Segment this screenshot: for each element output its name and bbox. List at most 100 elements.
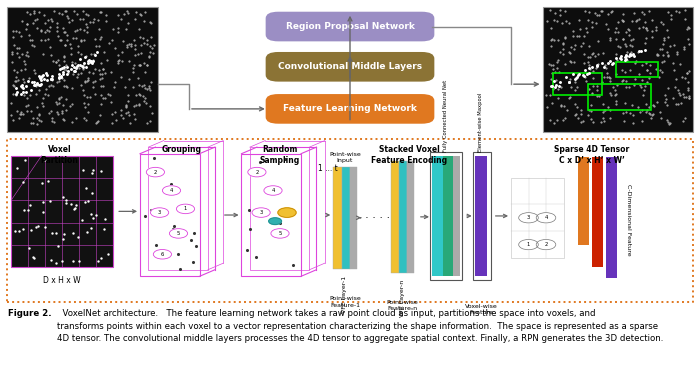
Point bbox=[662, 34, 673, 40]
Point bbox=[46, 257, 57, 263]
Point bbox=[591, 20, 602, 26]
Point bbox=[96, 71, 107, 76]
Point bbox=[123, 76, 134, 82]
Point bbox=[559, 116, 570, 122]
Point bbox=[545, 43, 557, 49]
Point bbox=[32, 25, 43, 31]
Point bbox=[16, 33, 27, 38]
Point bbox=[592, 93, 603, 99]
Point bbox=[664, 121, 675, 127]
Point bbox=[77, 64, 88, 70]
Point bbox=[612, 29, 624, 35]
Circle shape bbox=[248, 167, 266, 177]
Point bbox=[29, 8, 40, 14]
Point bbox=[78, 92, 90, 98]
Point bbox=[599, 75, 610, 81]
Point bbox=[80, 54, 91, 60]
Point bbox=[561, 107, 573, 113]
Point bbox=[76, 37, 87, 42]
Point bbox=[662, 85, 673, 91]
Point bbox=[58, 231, 69, 237]
Text: Point-wise
Feature-1: Point-wise Feature-1 bbox=[329, 296, 360, 308]
Point bbox=[57, 102, 69, 108]
Point bbox=[560, 35, 571, 41]
Point bbox=[17, 84, 28, 90]
Point bbox=[543, 61, 554, 67]
Point bbox=[139, 60, 150, 66]
Point bbox=[553, 83, 564, 89]
Point bbox=[20, 83, 32, 89]
Point bbox=[65, 45, 76, 51]
Point bbox=[123, 58, 134, 64]
Bar bbox=[391, 161, 399, 273]
Point bbox=[627, 51, 638, 57]
Point bbox=[144, 43, 155, 49]
Point bbox=[654, 74, 665, 80]
Point bbox=[646, 17, 657, 23]
Point bbox=[643, 75, 655, 81]
Point bbox=[676, 100, 687, 106]
Point bbox=[557, 46, 568, 52]
Point bbox=[11, 69, 22, 75]
Point bbox=[83, 75, 94, 81]
Bar bbox=[473, 152, 491, 280]
Point bbox=[116, 49, 127, 55]
Point bbox=[610, 98, 622, 104]
Point bbox=[79, 104, 90, 109]
Point bbox=[113, 57, 125, 63]
Point bbox=[85, 94, 96, 100]
Point bbox=[73, 234, 84, 240]
Point bbox=[94, 76, 106, 82]
Point bbox=[106, 111, 118, 116]
Point bbox=[575, 43, 586, 49]
Point bbox=[626, 43, 638, 49]
Point bbox=[545, 62, 557, 68]
Point bbox=[545, 76, 557, 82]
Point bbox=[671, 8, 682, 14]
Point bbox=[95, 9, 106, 15]
Point bbox=[652, 53, 664, 59]
Point bbox=[651, 27, 662, 33]
Point bbox=[598, 107, 610, 113]
Point bbox=[641, 107, 652, 112]
Point bbox=[593, 12, 604, 18]
Point bbox=[138, 82, 149, 88]
Point bbox=[125, 120, 136, 126]
Point bbox=[71, 27, 83, 33]
Point bbox=[672, 51, 683, 57]
Bar bbox=[148, 147, 208, 270]
Point bbox=[122, 8, 133, 14]
Bar bbox=[578, 157, 589, 245]
Point bbox=[129, 46, 140, 52]
Point bbox=[116, 16, 127, 22]
Point bbox=[55, 37, 66, 43]
Point bbox=[557, 117, 568, 123]
Point bbox=[124, 112, 135, 117]
Point bbox=[650, 25, 662, 30]
Point bbox=[661, 96, 672, 101]
Point bbox=[564, 79, 575, 85]
Point bbox=[68, 35, 79, 41]
Point bbox=[106, 69, 117, 75]
Text: Point-wise
Input: Point-wise Input bbox=[329, 152, 360, 163]
Point bbox=[20, 89, 32, 94]
Point bbox=[97, 66, 108, 72]
Point bbox=[52, 57, 63, 63]
Point bbox=[99, 216, 111, 222]
Point bbox=[11, 89, 22, 95]
Point bbox=[26, 79, 37, 85]
Point bbox=[582, 71, 593, 77]
Point bbox=[15, 67, 26, 73]
Circle shape bbox=[519, 239, 538, 250]
Point bbox=[583, 43, 594, 49]
Point bbox=[37, 100, 48, 106]
Point bbox=[611, 82, 622, 88]
Point bbox=[578, 34, 589, 40]
Point bbox=[87, 60, 98, 66]
Point bbox=[603, 74, 615, 80]
Point bbox=[592, 83, 603, 89]
Point bbox=[18, 90, 29, 96]
Point bbox=[18, 226, 29, 232]
Point bbox=[172, 226, 183, 232]
Point bbox=[628, 120, 639, 126]
